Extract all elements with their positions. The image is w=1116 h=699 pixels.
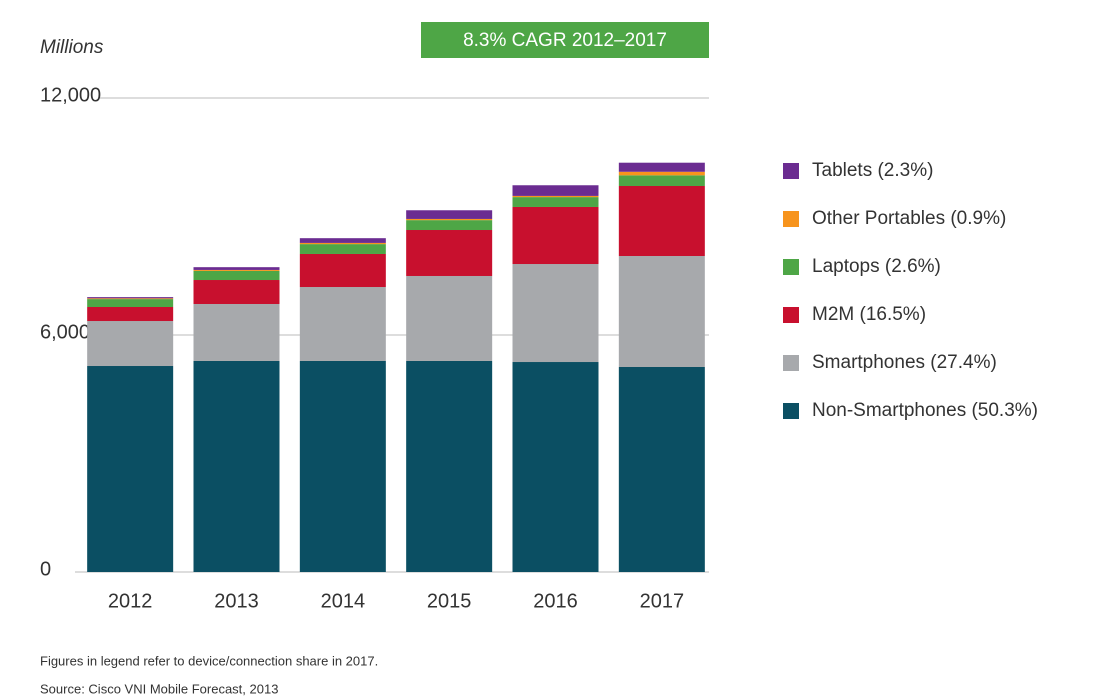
legend-swatch	[783, 307, 799, 323]
bar-segment	[618, 171, 705, 176]
bar-segment	[618, 186, 705, 256]
bar-segment	[193, 360, 280, 572]
x-tick-label: 2014	[321, 590, 366, 612]
annotation: 8.3% CAGR 2012–2017	[463, 30, 667, 51]
bar-segment	[299, 360, 386, 572]
bar-segment	[87, 299, 174, 307]
bar-segment	[193, 270, 280, 281]
legend-label: Laptops (2.6%)	[812, 256, 941, 277]
bar-segment	[87, 306, 174, 322]
bar-segment	[512, 264, 599, 363]
legend-label: Tablets (2.3%)	[812, 160, 933, 181]
y-axis-label: Millions	[40, 37, 104, 58]
bar-segment	[299, 238, 386, 243]
x-tick-label: 2013	[214, 590, 259, 612]
legend-swatch	[783, 355, 799, 371]
bar-segment	[193, 267, 280, 270]
bar-segment	[406, 275, 493, 361]
bar-segment	[87, 321, 174, 367]
bar-segment	[618, 162, 705, 172]
bar-segment	[193, 303, 280, 361]
x-tick-label: 2012	[108, 590, 153, 612]
legend-swatch	[783, 259, 799, 275]
footnote: Source: Cisco VNI Mobile Forecast, 2013	[40, 681, 278, 696]
bar-segment	[87, 298, 174, 300]
x-tick-label: 2017	[640, 590, 685, 612]
bar-segment	[299, 244, 386, 254]
bar-segment	[618, 256, 705, 367]
legend-swatch	[783, 403, 799, 419]
bar-segment	[299, 242, 386, 245]
bar-segment	[87, 297, 174, 299]
x-tick-label: 2015	[427, 590, 472, 612]
bar-segment	[512, 362, 599, 572]
bar-segment	[193, 269, 280, 271]
bar-segment	[618, 366, 705, 572]
legend-label: Smartphones (27.4%)	[812, 352, 997, 373]
annotation-box	[421, 22, 709, 58]
bar-segment	[406, 210, 493, 219]
y-tick-label: 6,000	[40, 321, 90, 343]
bar-segment	[512, 195, 599, 198]
bar-segment	[512, 197, 599, 207]
footnote: Figures in legend refer to device/connec…	[40, 653, 378, 668]
bar-segment	[406, 220, 493, 231]
legend-label: Other Portables (0.9%)	[812, 208, 1006, 229]
bar-segment	[299, 253, 386, 288]
legend-swatch	[783, 211, 799, 227]
bar-segment	[406, 218, 493, 221]
bar-segment	[406, 360, 493, 572]
y-tick-label: 12,000	[40, 84, 101, 106]
legend-label: Non-Smartphones (50.3%)	[812, 400, 1038, 421]
y-tick-label: 0	[40, 558, 51, 580]
bar-segment	[512, 206, 599, 265]
legend-label: M2M (16.5%)	[812, 304, 926, 325]
bar-segment	[87, 366, 174, 572]
x-tick-label: 2016	[533, 590, 578, 612]
bar-segment	[193, 280, 280, 304]
legend-swatch	[783, 163, 799, 179]
bar-segment	[618, 175, 705, 187]
bar-segment	[299, 287, 386, 361]
bar-segment	[406, 230, 493, 276]
bar-segment	[512, 185, 599, 196]
